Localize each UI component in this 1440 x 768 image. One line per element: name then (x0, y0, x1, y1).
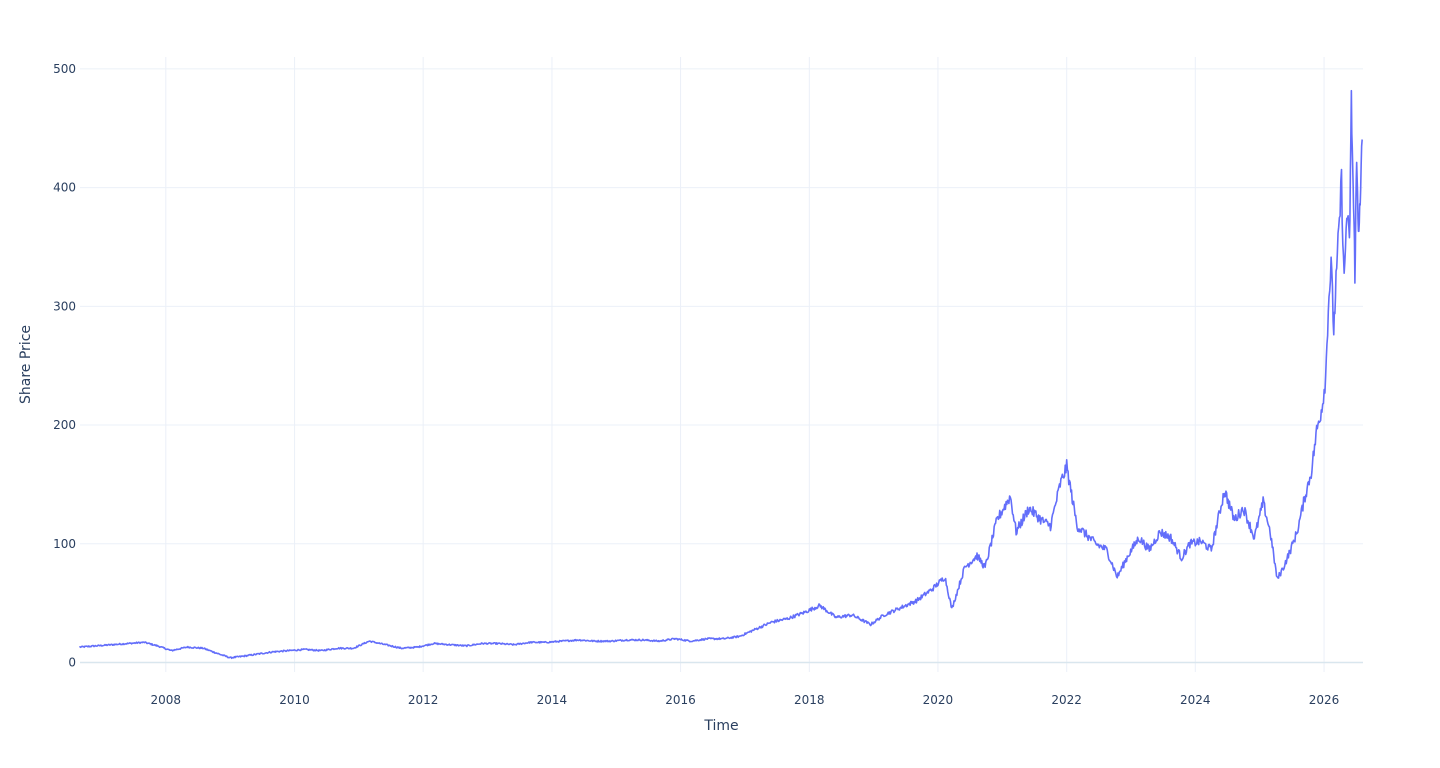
y-axis-title: Share Price (18, 325, 34, 404)
series-line-0 (79, 89, 1363, 660)
x-tick-label-2018: 2018 (794, 693, 825, 707)
tick-labels: 2008 2010 2012 2014 2016 2018 2020 2022 2024 2026… (53, 62, 1339, 707)
y-tick-label-400: 400 (53, 181, 76, 195)
x-tick-label-2014: 2014 (537, 693, 568, 707)
gridlines (80, 57, 1363, 672)
x-tick-label-2010: 2010 (279, 693, 310, 707)
y-tick-label-500: 500 (53, 62, 76, 76)
y-tick-label-200: 200 (53, 418, 76, 432)
plot-area (79, 89, 1363, 660)
x-tick-label-2022: 2022 (1051, 693, 1082, 707)
x-tick-label-2020: 2020 (923, 693, 954, 707)
y-tick-label-300: 300 (53, 299, 76, 313)
x-tick-label-2012: 2012 (408, 693, 439, 707)
y-tick-label-0: 0 (68, 656, 76, 670)
y-tick-label-100: 100 (53, 537, 76, 551)
x-tick-label-2016: 2016 (665, 693, 696, 707)
x-tick-label-2008: 2008 (151, 693, 182, 707)
x-tick-label-2026: 2026 (1309, 693, 1340, 707)
x-tick-label-2024: 2024 (1180, 693, 1211, 707)
x-axis-title: Time (703, 718, 738, 734)
